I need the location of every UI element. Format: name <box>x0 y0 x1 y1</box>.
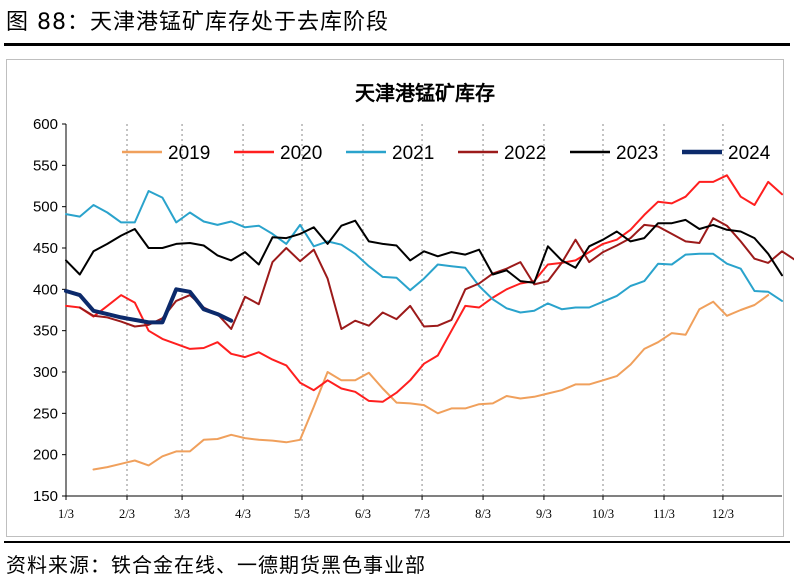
y-tick-label: 550 <box>33 157 58 174</box>
chart-frame <box>6 59 784 537</box>
x-tick-label: 3/3 <box>174 507 190 521</box>
series-line-2024 <box>64 287 234 325</box>
y-tick-label: 600 <box>33 116 58 133</box>
legend-label-2020: 2020 <box>280 143 322 164</box>
legend-label-2024: 2024 <box>728 143 771 164</box>
y-tick-label: 300 <box>33 364 58 381</box>
y-tick-label: 350 <box>33 323 58 340</box>
axes: 150 200 250 300 350 400 450 500 550 600 1/3 2/3 3/3 4… <box>33 116 782 521</box>
x-tick-label: 4/3 <box>235 507 251 521</box>
legend-label-2021: 2021 <box>392 143 434 164</box>
legend-label-2023: 2023 <box>616 143 658 164</box>
series-line-2020 <box>65 174 783 403</box>
series-line-2021 <box>65 190 783 314</box>
y-tick-label: 450 <box>33 240 58 257</box>
legend-label-2022: 2022 <box>504 143 546 164</box>
x-tick-label: 1/3 <box>58 507 74 521</box>
chart-title: 天津港锰矿库存 <box>355 81 495 105</box>
x-tick-label: 9/3 <box>536 507 552 521</box>
top-rule <box>4 43 790 46</box>
x-tick-label: 8/3 <box>475 507 491 521</box>
y-tick-label: 400 <box>33 281 58 298</box>
x-tick-label: 10/3 <box>592 507 614 521</box>
x-tick-label: 7/3 <box>414 507 430 521</box>
bottom-rule <box>4 541 790 543</box>
series-group <box>64 174 794 471</box>
y-tick-label: 150 <box>33 488 58 505</box>
x-tick-label: 12/3 <box>712 507 734 521</box>
series-line-2022 <box>78 217 794 330</box>
figure-title: 图 88：天津港锰矿库存处于去库阶段 <box>6 10 389 35</box>
series-line-2019 <box>92 294 770 471</box>
x-tick-label: 11/3 <box>653 507 675 521</box>
y-tick-label: 250 <box>33 405 58 422</box>
x-tick-label: 5/3 <box>294 507 310 521</box>
source-note: 资料来源：铁合金在线、一德期货黑色事业部 <box>6 553 426 577</box>
legend: 2019 2020 2021 2022 2023 2024 <box>122 143 771 164</box>
x-tick-label: 2/3 <box>119 507 135 521</box>
series-line-2023 <box>65 218 783 284</box>
x-tick-label: 6/3 <box>355 507 371 521</box>
grid <box>126 124 724 496</box>
y-tick-label: 500 <box>33 199 58 216</box>
y-tick-label: 200 <box>33 447 58 464</box>
legend-label-2019: 2019 <box>168 143 210 164</box>
